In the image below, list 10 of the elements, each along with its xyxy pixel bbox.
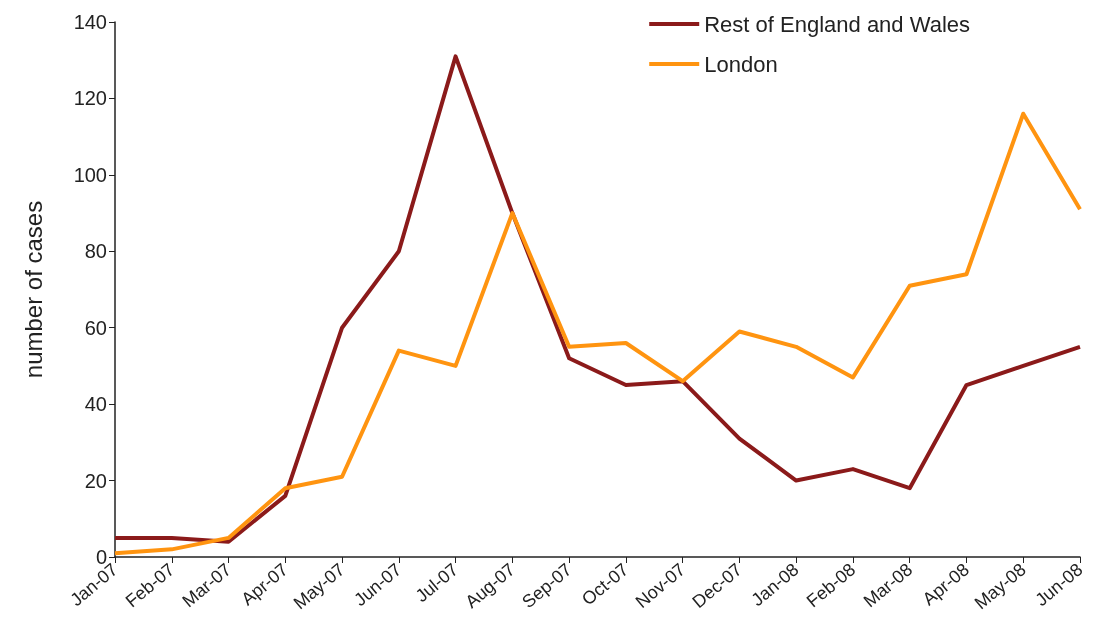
y-tick-label: 80 xyxy=(84,240,107,263)
legend-label: Rest of England and Wales xyxy=(704,11,971,37)
y-tick-label: 100 xyxy=(73,163,107,186)
y-tick-label: 60 xyxy=(84,316,107,339)
y-tick-label: 40 xyxy=(84,393,107,416)
y-tick-label: 20 xyxy=(84,469,107,492)
legend-label: London xyxy=(704,51,778,77)
y-axis-title: number of cases xyxy=(19,200,47,379)
y-tick-label: 140 xyxy=(73,11,107,33)
y-tick-label: 120 xyxy=(73,87,107,110)
